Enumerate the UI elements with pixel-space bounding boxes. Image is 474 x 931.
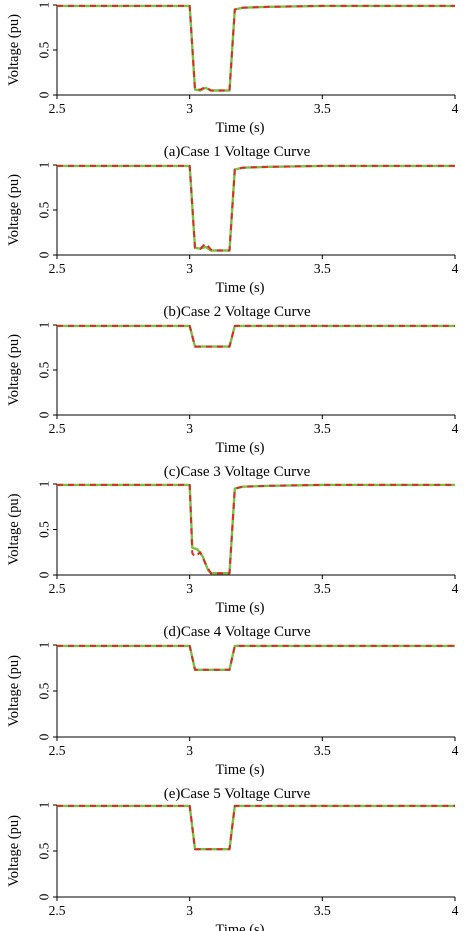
- y-tick-label: 1: [37, 322, 52, 329]
- x-tick-label: 2.5: [49, 581, 66, 596]
- chart-panel-6: 0 0.5 1 2.5 3 3.5 4 Voltage (pu) Time (s): [6, 802, 459, 931]
- x-axis-label: Time (s): [215, 922, 264, 931]
- x-tick-label: 4: [452, 421, 459, 436]
- y-axis-label: Voltage (pu): [6, 493, 22, 565]
- series-line-green: [57, 324, 455, 348]
- series-line-green: [57, 164, 455, 252]
- panel-caption: (e)Case 5 Voltage Curve: [164, 786, 311, 802]
- series-line-red-dashed: [57, 164, 455, 252]
- y-tick-label: 0.5: [37, 842, 52, 859]
- y-tick-label: 0.5: [37, 521, 52, 538]
- series-line-green: [57, 4, 455, 92]
- series-line-red-dashed: [57, 483, 455, 575]
- y-tick-label: 0.5: [37, 361, 52, 378]
- y-axis-label: Voltage (pu): [6, 334, 22, 406]
- y-tick-label: 0: [37, 251, 52, 258]
- y-tick-label: 0.5: [37, 201, 52, 218]
- x-tick-label: 3.5: [314, 421, 331, 436]
- series-line-red-dashed: [57, 324, 455, 348]
- y-tick-label: 1: [37, 802, 52, 809]
- y-axis-label: Voltage (pu): [6, 174, 22, 246]
- x-tick-label: 3.5: [314, 743, 331, 758]
- chart-panel-5: 0 0.5 1 2.5 3 3.5 4 Voltage (pu) Time (s) (e)Case…: [6, 642, 459, 802]
- x-tick-label: 3: [186, 101, 193, 116]
- chart-panel-4: 0 0.5 1 2.5 3 3.5 4 Voltage (pu) Time (s) (d)Case…: [6, 481, 459, 640]
- x-tick-label: 2.5: [49, 743, 66, 758]
- panel-caption: (d)Case 4 Voltage Curve: [163, 624, 311, 640]
- x-tick-label: 3: [186, 743, 193, 758]
- x-axis-label: Time (s): [215, 280, 264, 296]
- x-tick-label: 3: [186, 903, 193, 918]
- y-tick-label: 1: [37, 162, 52, 169]
- x-tick-label: 4: [452, 903, 459, 918]
- y-tick-label: 0.5: [37, 682, 52, 699]
- y-tick-label: 1: [37, 481, 52, 488]
- panel-caption: (a)Case 1 Voltage Curve: [164, 144, 311, 160]
- x-tick-label: 4: [452, 261, 459, 276]
- x-tick-label: 2.5: [49, 261, 66, 276]
- x-axis-label: Time (s): [215, 120, 264, 136]
- x-tick-label: 3: [186, 421, 193, 436]
- series-line-green: [57, 804, 455, 851]
- y-tick-label: 0.5: [37, 41, 52, 58]
- y-axis-label: Voltage (pu): [6, 815, 22, 887]
- x-axis-label: Time (s): [215, 762, 264, 778]
- y-axis-label: Voltage (pu): [6, 14, 22, 86]
- x-tick-label: 3.5: [314, 101, 331, 116]
- y-tick-label: 0: [37, 91, 52, 98]
- x-tick-label: 2.5: [49, 903, 66, 918]
- y-axis-label: Voltage (pu): [6, 655, 22, 727]
- y-tick-label: 0: [37, 411, 52, 418]
- x-tick-label: 2.5: [49, 421, 66, 436]
- y-tick-label: 0: [37, 893, 52, 900]
- y-tick-label: 1: [37, 2, 52, 9]
- y-tick-label: 0: [37, 733, 52, 740]
- panel-caption: (b)Case 2 Voltage Curve: [163, 304, 311, 320]
- chart-panel-1: 0 0.5 1 2.5 3 3.5 4 Voltage (pu) Time (s) (a)Case…: [6, 2, 459, 160]
- x-tick-label: 3: [186, 581, 193, 596]
- x-axis-label: Time (s): [215, 600, 264, 616]
- x-tick-label: 2.5: [49, 101, 66, 116]
- x-tick-label: 4: [452, 101, 459, 116]
- series-line-green: [57, 483, 455, 575]
- chart-panel-2: 0 0.5 1 2.5 3 3.5 4 Voltage (pu) Time (s) (b)Case…: [6, 162, 459, 320]
- series-line-red-dashed: [57, 804, 455, 851]
- series-line-green: [57, 644, 455, 671]
- chart-panel-3: 0 0.5 1 2.5 3 3.5 4 Voltage (pu) Time (s) (c)Case…: [6, 322, 459, 480]
- y-tick-label: 1: [37, 642, 52, 649]
- x-tick-label: 3: [186, 261, 193, 276]
- x-axis-label: Time (s): [215, 440, 264, 456]
- x-tick-label: 4: [452, 581, 459, 596]
- panel-caption: (c)Case 3 Voltage Curve: [164, 464, 311, 480]
- x-tick-label: 3.5: [314, 581, 331, 596]
- x-tick-label: 4: [452, 743, 459, 758]
- x-tick-label: 3.5: [314, 261, 331, 276]
- series-line-red-dashed: [57, 4, 455, 92]
- series-line-red-dashed: [57, 644, 455, 671]
- x-tick-label: 3.5: [314, 903, 331, 918]
- y-tick-label: 0: [37, 571, 52, 578]
